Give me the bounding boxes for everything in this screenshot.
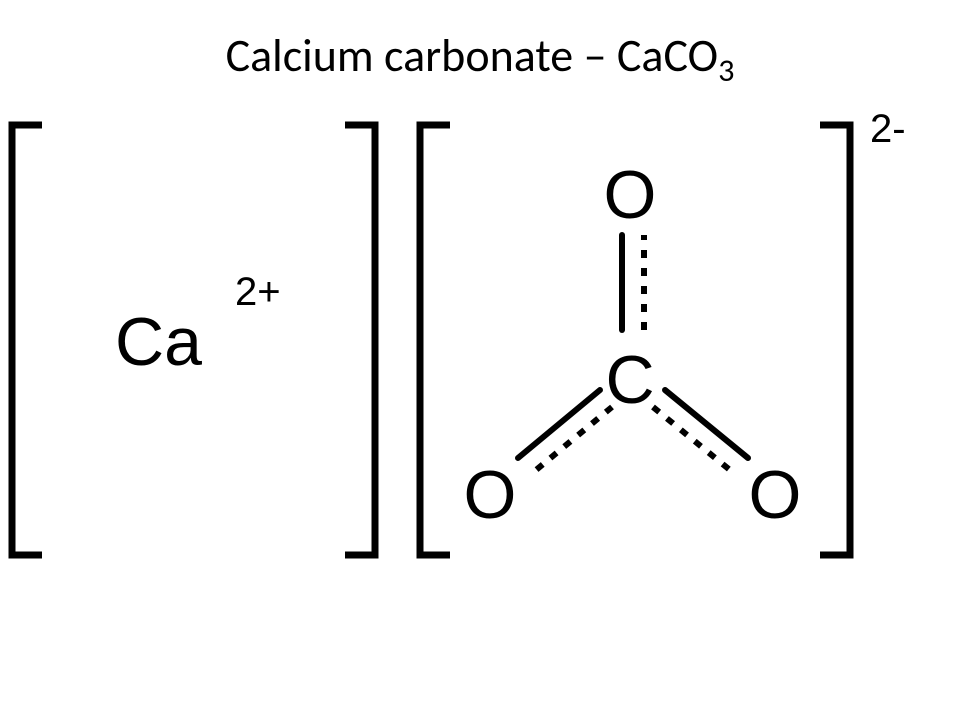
bond-solid — [518, 390, 600, 458]
title-dash: – — [584, 28, 617, 84]
page-title: Calcium carbonate – CaCO3 — [0, 28, 960, 90]
title-name: Calcium carbonate — [226, 28, 574, 84]
structure-svg: Ca 2+ 2- C O O O — [0, 100, 960, 600]
atom-O_bl: O — [464, 457, 517, 533]
atom-O_top: O — [604, 157, 657, 233]
cation-charge: 2+ — [235, 270, 281, 314]
chemical-structure-diagram: Ca 2+ 2- C O O O — [0, 100, 960, 620]
anion-charge: 2- — [870, 107, 906, 151]
atom-O_br: O — [749, 457, 802, 533]
title-formula-sub: 3 — [718, 50, 734, 90]
bond-solid — [665, 390, 748, 458]
title-formula: CaCO — [617, 28, 718, 84]
cation-symbol: Ca — [115, 304, 202, 380]
atom-C: C — [605, 342, 654, 418]
